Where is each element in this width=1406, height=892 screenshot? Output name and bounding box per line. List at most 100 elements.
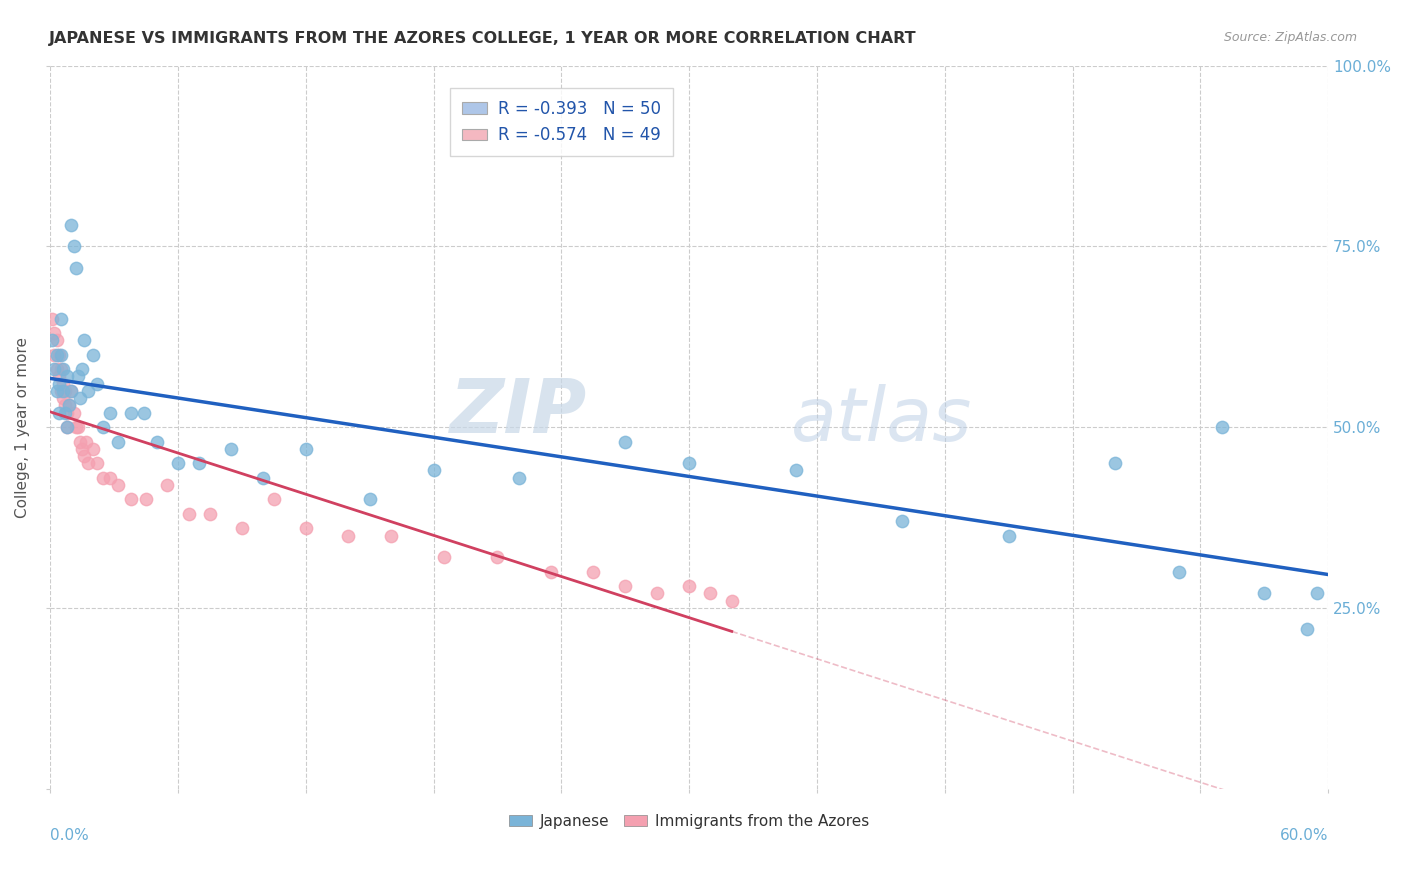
Point [65,420,87,434]
Point [60,384,83,398]
Point [198,507,221,521]
Point [65,260,87,275]
Point [93,471,115,485]
Point [508,471,530,485]
Point [1168,565,1191,579]
Point [380,528,402,542]
Point [86,456,108,470]
Point [60,384,83,398]
Point [294,442,316,456]
Point [582,565,605,579]
Point [107,434,129,449]
Point [132,406,155,420]
Text: JAPANESE VS IMMIGRANTS FROM THE AZORES COLLEGE, 1 YEAR OR MORE CORRELATION CHART: JAPANESE VS IMMIGRANTS FROM THE AZORES C… [49,31,917,46]
Point [77,456,100,470]
Point [52,362,75,376]
Point [891,514,914,528]
Point [540,565,562,579]
Point [52,376,75,391]
Point [720,593,742,607]
Text: atlas: atlas [792,384,973,456]
Point [44,362,66,376]
Point [699,586,721,600]
Point [337,528,360,542]
Point [52,391,75,405]
Point [231,521,253,535]
Text: 60.0%: 60.0% [1279,829,1329,843]
Point [75,434,97,449]
Point [45,334,67,348]
Point [44,348,66,362]
Point [73,334,96,348]
Point [70,362,93,376]
Point [69,391,91,405]
Point [56,420,79,434]
Point [48,369,70,384]
Point [66,369,89,384]
Point [98,471,121,485]
Point [69,434,91,449]
Legend: Japanese, Immigrants from the Azores: Japanese, Immigrants from the Azores [503,808,876,835]
Point [49,362,72,376]
Point [1306,586,1329,600]
Point [98,406,121,420]
Point [56,406,79,420]
Point [145,434,167,449]
Text: 0.0%: 0.0% [51,829,89,843]
Point [52,384,75,398]
Point [167,456,190,470]
Point [45,362,67,376]
Point [263,492,285,507]
Point [1211,420,1233,434]
Point [1104,456,1126,470]
Point [120,492,142,507]
Point [1295,623,1317,637]
Point [66,420,89,434]
Point [678,579,700,593]
Point [294,521,316,535]
Point [58,398,80,412]
Point [56,369,79,384]
Point [53,398,76,412]
Point [678,456,700,470]
Point [614,434,637,449]
Point [785,463,807,477]
Point [48,376,70,391]
Point [86,376,108,391]
Point [48,406,70,420]
Point [486,550,509,565]
Point [41,311,63,326]
Point [41,334,63,348]
Point [58,398,80,412]
Point [60,218,83,232]
Text: Source: ZipAtlas.com: Source: ZipAtlas.com [1223,31,1357,45]
Point [107,478,129,492]
Point [73,449,96,463]
Point [156,478,179,492]
Point [49,348,72,362]
Point [49,311,72,326]
Point [188,456,211,470]
Point [48,348,70,362]
Point [62,406,84,420]
Point [49,384,72,398]
Point [82,348,104,362]
Point [219,442,242,456]
Point [44,326,66,340]
Point [433,550,456,565]
Point [422,463,444,477]
Point [252,471,274,485]
Point [120,406,142,420]
Point [82,442,104,456]
Point [997,528,1019,542]
Point [135,492,157,507]
Point [56,420,79,434]
Point [614,579,637,593]
Point [62,239,84,253]
Y-axis label: College, 1 year or more: College, 1 year or more [15,336,30,517]
Point [70,442,93,456]
Point [645,586,668,600]
Point [53,406,76,420]
Point [359,492,381,507]
Point [93,420,115,434]
